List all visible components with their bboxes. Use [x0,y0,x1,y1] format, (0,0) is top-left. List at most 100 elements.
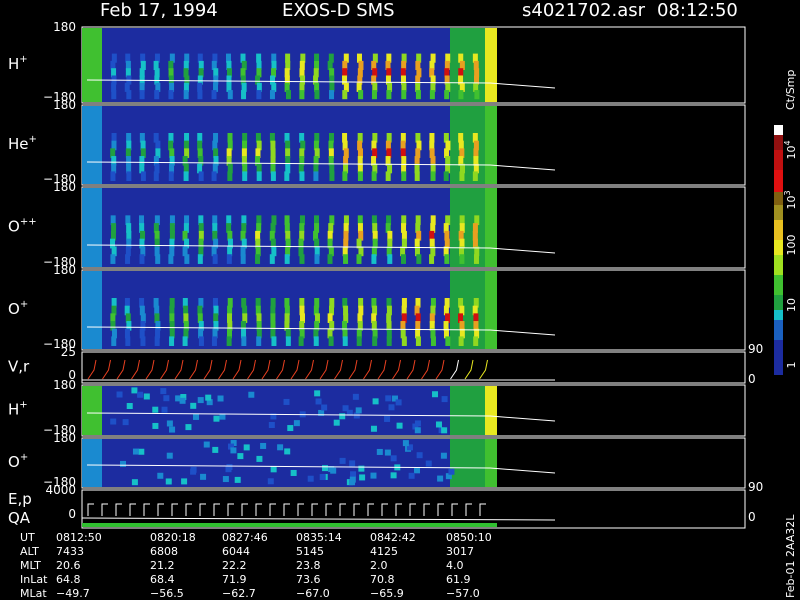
spectrogram-cell [430,82,436,92]
spectrogram-cell [429,140,435,151]
spectrogram-cell [401,53,407,63]
spectrogram-cell [169,230,175,241]
spectrogram-cell [285,246,291,257]
spectrogram-cell [313,305,319,316]
energy-trace [255,503,262,516]
spectrogram-cell [329,82,335,92]
spectrogram-cell [401,156,407,166]
colorbar-tick-base: 100 [785,235,798,256]
spectrogram-cell [197,82,203,92]
spectrogram-cell [285,163,291,174]
spectrogram-cell [459,321,465,331]
y-max-label: 180 [53,98,76,112]
edge-left [82,106,102,184]
spectrogram-cell [271,82,277,92]
date: Feb 17, 1994 [100,0,218,21]
colorbar-segment [774,255,783,275]
spectrogram-cell [299,328,305,339]
spectrogram-cell [183,82,189,92]
panel-label: V,r [8,358,30,376]
spectrogram-cell [169,321,175,331]
velocity-trace [319,359,329,380]
spectrogram-cell [126,156,132,166]
spectrogram-cell [197,133,203,143]
spectrogram-cell [243,444,250,451]
spectrogram-cell [385,223,391,233]
spectrogram-cell [386,53,392,63]
spectrogram-cell [212,215,218,226]
spectrogram-cell [213,148,219,158]
spectrogram-cell [111,305,117,316]
spectrogram-cell [474,328,480,339]
spectrogram-cell [230,440,237,447]
right-axis-label: 90 [748,342,763,356]
spectrogram-cell [349,476,356,483]
spectrogram-cell [110,321,116,331]
panel-label-text: V,r [8,358,30,376]
panel-label: H+ [8,54,28,73]
spectrogram-cell [329,298,335,308]
spectrogram-cell [459,60,465,71]
spectrogram-cell [414,427,421,434]
spectrogram-cell [212,230,218,241]
spectrogram-cell [183,68,189,78]
spectrogram-cell [443,133,449,143]
spectrogram-cell [342,321,348,331]
spectrogram-cell [227,443,234,450]
velocity-trace [363,359,372,380]
spectrogram-cell [240,75,246,85]
velocity-trace [203,359,213,380]
spectrogram-cell [111,82,117,92]
spectrogram-cell [339,413,346,420]
edge-right-bright [485,386,497,435]
spectrogram-cell [396,422,403,429]
spectrogram-cell [184,215,190,226]
spectrogram-cell [269,75,275,85]
time: 08:12:50 [657,0,738,21]
spectrogram-cell [241,215,247,226]
spectrogram-cell [372,398,379,405]
spectrogram-cell [372,68,378,78]
spectrogram-cell [227,246,233,257]
trace [81,517,556,521]
spectrogram-cell [372,163,378,174]
spectrogram-cell [152,406,159,413]
spectrogram-cell [430,305,436,316]
spectrogram-cell [385,171,391,181]
velocity-trace [189,359,198,380]
spectrogram-cell [314,53,320,63]
spectrogram-cell [414,238,420,249]
spectrogram-cell [153,60,159,71]
colorbar-tick-base: 1 [785,362,798,369]
spectrogram-cell [395,399,402,406]
velocity-trace [406,359,416,380]
spectrogram-cell [437,475,444,482]
spectrogram-cell [416,452,423,459]
colorbar-segment [774,240,783,255]
edge-right [450,439,485,487]
ephemeris-cell: 0812:50 [56,531,102,544]
ephemeris-cell: −56.5 [150,587,184,600]
spectrogram-cell [155,328,161,339]
panel-label: H+ [8,400,28,419]
spectrogram-cell [313,230,319,241]
ephemeris-cell: 5145 [296,545,324,558]
spectrogram-cell [430,75,436,85]
spectrogram-cell [226,313,232,323]
panel-label-sup: + [19,400,27,411]
spectrogram-cell [459,171,465,181]
energy-trace [423,503,430,516]
colorbar-segment [774,170,783,192]
colorbar-tick-base: 10 [785,196,798,210]
spectrogram-cell [198,321,204,331]
spectrogram-cell [430,156,436,166]
spectrogram-cell [300,75,306,85]
spectrogram-cell [110,171,116,181]
spectrogram-cell [314,298,320,308]
spectrogram-cell [211,90,217,100]
panel-label-sup: + [20,452,28,463]
spectrogram-cell [169,238,175,249]
spectrogram-cell [284,215,290,226]
spectrogram-cell [357,313,363,323]
spectrogram-cell [256,163,262,174]
